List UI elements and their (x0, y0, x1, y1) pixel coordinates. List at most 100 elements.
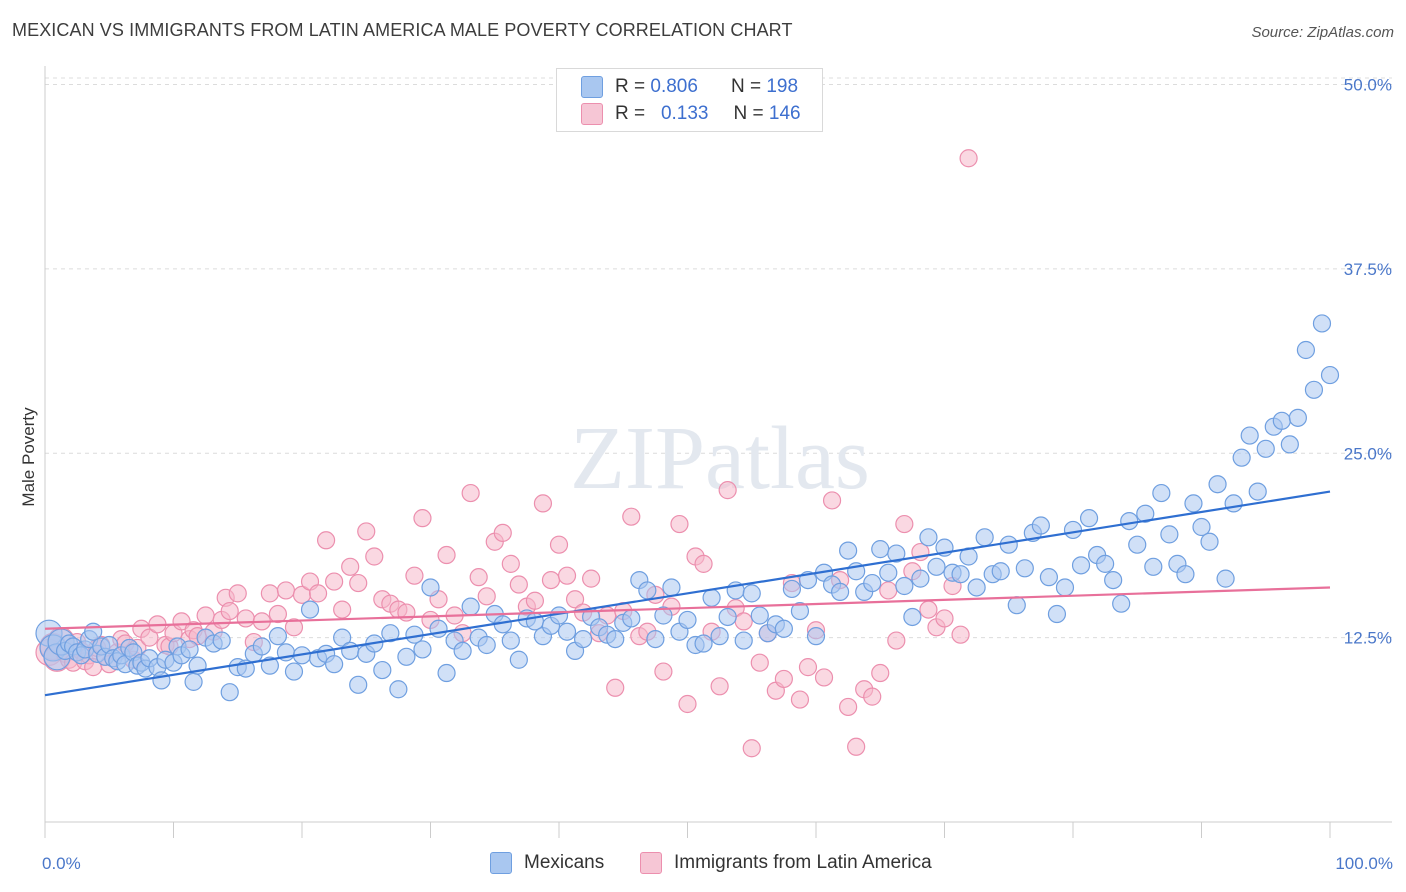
pink-point (710, 677, 729, 696)
n-value: 146 (768, 103, 801, 124)
blue-point (702, 588, 721, 607)
blue-point (501, 631, 520, 650)
pink-point (654, 662, 673, 681)
pink-point (413, 509, 432, 528)
grid-lines (45, 77, 1392, 639)
axes (44, 66, 1392, 838)
blue-point (1256, 439, 1275, 458)
pink-point (935, 609, 954, 628)
blue-point (1176, 565, 1195, 584)
pink-point (790, 690, 810, 709)
blue-point (1216, 569, 1235, 588)
pink-swatch (640, 852, 662, 874)
blue-point (1248, 482, 1267, 501)
pink-point (469, 568, 488, 587)
blue-point (1144, 557, 1163, 576)
correlation-legend: R = 0.806 N = 198 R = 0.133 N = 146 (556, 68, 823, 132)
blue-point (1071, 556, 1091, 575)
legend-label-immigrants: Immigrants from Latin America (674, 852, 932, 873)
pink-point (887, 631, 906, 650)
blue-point (606, 629, 625, 649)
y-tick-label: 25.0% (1344, 444, 1392, 463)
blue-point (734, 631, 753, 650)
pink-point (341, 557, 360, 576)
pink-point (405, 566, 424, 585)
y-tick-label: 12.5% (1344, 629, 1392, 648)
blue-point (325, 655, 344, 674)
pink-point (268, 604, 288, 624)
blue-point (782, 579, 802, 599)
pink-point (316, 531, 336, 550)
blue-point (1224, 494, 1243, 513)
blue-point (509, 650, 528, 669)
blue-point (1304, 380, 1324, 399)
pink-point (847, 737, 866, 756)
blue-point (268, 627, 288, 646)
pink-swatch (581, 103, 603, 125)
blue-point (1200, 532, 1219, 551)
pink-point (461, 483, 480, 503)
pink-point (349, 573, 368, 593)
pink-point (228, 584, 247, 603)
blue-point (975, 528, 994, 547)
blue-point (1120, 511, 1139, 531)
blue-point (1240, 426, 1259, 445)
blue-point (1096, 554, 1115, 573)
blue-point (887, 544, 906, 563)
pink-trend-line (44, 586, 1331, 630)
blue-point (830, 582, 850, 602)
blue-point (477, 635, 496, 655)
n-label: N = (733, 103, 764, 124)
blue-point (774, 619, 793, 638)
blue-point (1055, 578, 1075, 597)
blue-point (951, 565, 970, 584)
pink-point (919, 600, 938, 619)
pink-point (694, 554, 713, 573)
pink-point (493, 523, 512, 543)
blue-points (35, 314, 1340, 702)
pink-point (582, 569, 601, 588)
blue-point (1128, 535, 1147, 554)
blue-point (557, 622, 577, 641)
blue-point (718, 607, 737, 627)
blue-point (654, 606, 673, 625)
pink-point (365, 547, 384, 566)
blue-point (863, 573, 882, 593)
blue-point (1015, 559, 1034, 578)
y-tick-labels: 12.5% 25.0% 37.5% 50.0% (1344, 76, 1392, 648)
pink-point (822, 491, 842, 510)
blue-point (1104, 570, 1123, 590)
pink-point (509, 575, 528, 594)
pink-point (525, 591, 545, 610)
chart-title: MEXICAN VS IMMIGRANTS FROM LATIN AMERICA… (12, 20, 793, 40)
legend-label-mexicans: Mexicans (524, 852, 605, 873)
blue-point (1280, 435, 1299, 454)
blue-point (911, 569, 930, 588)
blue-point (349, 675, 368, 694)
trend-lines (44, 490, 1331, 697)
blue-point (381, 624, 400, 643)
blue-point (152, 671, 171, 690)
blue-point (1079, 509, 1099, 528)
legend-item-immigrants[interactable]: Immigrants from Latin America (640, 852, 932, 874)
y-axis-label: Male Poverty (19, 407, 38, 507)
pink-point (606, 678, 625, 697)
blue-point (1007, 596, 1026, 615)
blue-point (421, 578, 440, 597)
pink-point (871, 663, 890, 683)
blue-point (903, 607, 922, 627)
blue-point (389, 680, 408, 699)
pink-point (814, 668, 834, 687)
pink-point (308, 584, 328, 603)
blue-point (710, 627, 729, 646)
pink-point (959, 149, 978, 168)
pink-point (333, 600, 352, 619)
x-tick-labels: 0.0% 100.0% (42, 854, 1393, 873)
blue-trend-line (44, 490, 1331, 697)
blue-point (678, 610, 697, 630)
pink-point (798, 658, 818, 677)
legend-item-mexicans[interactable]: Mexicans (490, 852, 604, 874)
blue-point (919, 528, 938, 547)
pink-point (284, 618, 304, 637)
